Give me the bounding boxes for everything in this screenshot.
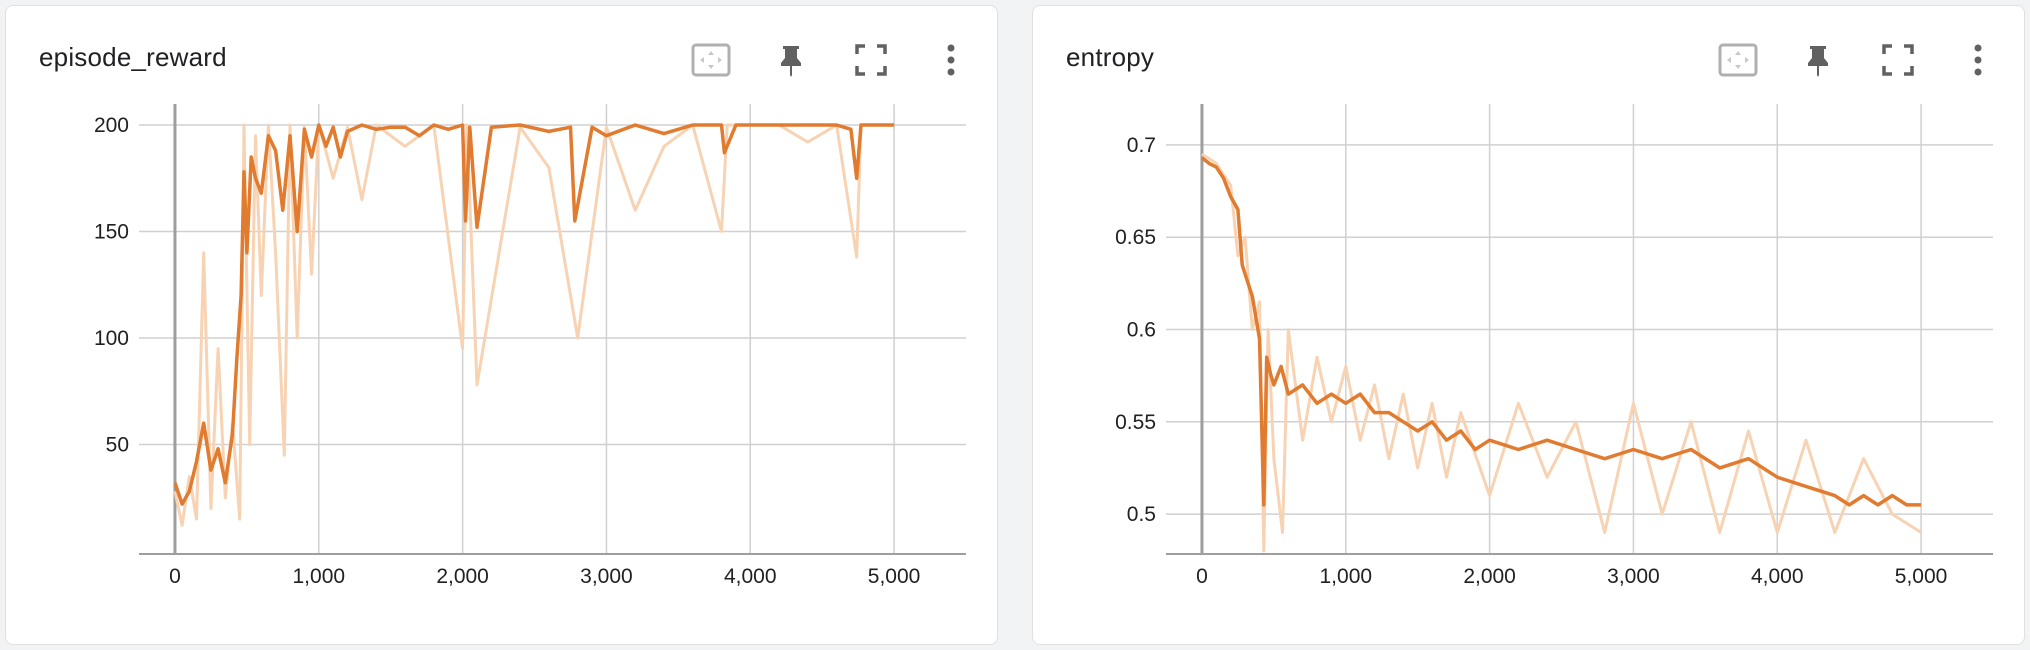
chart-title: entropy bbox=[1066, 42, 1155, 72]
fit-domain-icon bbox=[691, 43, 731, 77]
x-tick-label: 3,000 bbox=[1607, 565, 1660, 588]
y-tick-label: 0.6 bbox=[1127, 319, 1156, 342]
line-chart[interactable]: 0.5 0.55 0.6 0.65 0.7 0 1,000 2,000 3,000 4,000 5,… bbox=[1033, 96, 2026, 616]
smoothed-series-line[interactable] bbox=[1200, 156, 1922, 507]
fullscreen-button[interactable] bbox=[847, 36, 895, 84]
line-chart[interactable]: 50 100 150 200 0 1,000 2,000 3,000 4,000 5,000 bbox=[6, 96, 999, 616]
raw-series-line[interactable] bbox=[173, 123, 895, 527]
x-tick-label: 2,000 bbox=[1463, 565, 1516, 588]
more-options-button[interactable] bbox=[927, 36, 975, 84]
y-tick-label: 150 bbox=[94, 221, 129, 244]
fit-domain-button[interactable] bbox=[1714, 36, 1762, 84]
x-tick-label: 1,000 bbox=[293, 565, 346, 588]
x-tick-label: 1,000 bbox=[1320, 565, 1373, 588]
chart-toolbar bbox=[1704, 36, 2024, 86]
x-tick-label: 5,000 bbox=[868, 565, 921, 588]
x-tick-label: 4,000 bbox=[724, 565, 777, 588]
chart-title: episode_reward bbox=[39, 42, 227, 72]
y-tick-label: 0.7 bbox=[1127, 134, 1156, 157]
fullscreen-button[interactable] bbox=[1874, 36, 1922, 84]
x-tick-label: 3,000 bbox=[580, 565, 633, 588]
raw-series-line[interactable] bbox=[1201, 152, 1922, 553]
chart-svg-entropy[interactable]: 0.5 0.55 0.6 0.65 0.7 0 1,000 2,000 3,000 4,000 5,… bbox=[1033, 96, 2026, 616]
x-tick-label: 4,000 bbox=[1751, 565, 1804, 588]
chart-card-entropy: entropy 0.5 0.55 0.6 0.65 0.7 0 1,000 2,000 3,00… bbox=[1032, 5, 2025, 645]
y-tick-label: 0.5 bbox=[1127, 503, 1156, 526]
chart-card-episode-reward: episode_reward 50 100 150 200 0 1,000 2,000 3,0… bbox=[5, 5, 998, 645]
more-vert-icon bbox=[947, 44, 955, 76]
y-tick-label: 0.65 bbox=[1115, 226, 1156, 249]
chart-svg-episode-reward[interactable]: 50 100 150 200 0 1,000 2,000 3,000 4,000 5,000 bbox=[6, 96, 999, 616]
y-tick-label: 50 bbox=[106, 434, 129, 457]
x-tick-label: 2,000 bbox=[436, 565, 489, 588]
fullscreen-icon bbox=[855, 44, 887, 76]
more-vert-icon bbox=[1974, 44, 1982, 76]
x-tick-label: 5,000 bbox=[1895, 565, 1948, 588]
x-tick-label: 0 bbox=[1196, 565, 1208, 588]
x-tick-label: 0 bbox=[169, 565, 181, 588]
pin-icon bbox=[781, 46, 801, 77]
pin-button[interactable] bbox=[767, 36, 815, 84]
chart-toolbar bbox=[677, 36, 997, 86]
more-options-button[interactable] bbox=[1954, 36, 2002, 84]
fullscreen-icon bbox=[1882, 44, 1914, 76]
y-tick-label: 200 bbox=[94, 114, 129, 137]
smoothed-series-line[interactable] bbox=[173, 123, 895, 506]
pin-icon bbox=[1808, 46, 1828, 77]
y-tick-label: 0.55 bbox=[1115, 411, 1156, 434]
fit-domain-icon bbox=[1718, 43, 1758, 77]
y-tick-label: 100 bbox=[94, 327, 129, 350]
pin-button[interactable] bbox=[1794, 36, 1842, 84]
fit-domain-button[interactable] bbox=[687, 36, 735, 84]
